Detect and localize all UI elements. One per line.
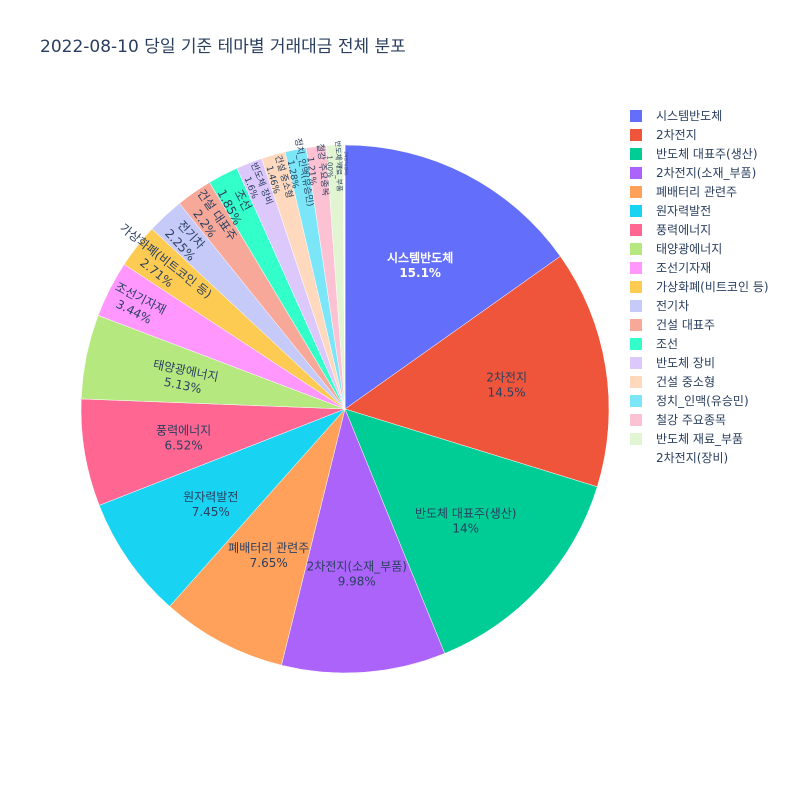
legend-item[interactable]: 건설 대표주 xyxy=(630,315,769,334)
slice-label: 반도체 재료_부품 xyxy=(333,141,344,193)
slice-percent: 6.52% xyxy=(165,439,203,453)
legend-item[interactable]: 2차전지(소재_부품) xyxy=(630,163,769,182)
legend-item[interactable]: 원자력발전 xyxy=(630,201,769,220)
legend-item[interactable]: 태양광에너지 xyxy=(630,239,769,258)
legend-swatch xyxy=(630,337,642,350)
legend-item[interactable]: 반도체 재료_부품 xyxy=(630,429,769,448)
legend-item[interactable]: 조선기자재 xyxy=(630,258,769,277)
legend-label: 원자력발전 xyxy=(656,204,712,218)
legend-swatch xyxy=(630,242,642,255)
legend-swatch xyxy=(630,166,642,179)
pie-slice[interactable] xyxy=(342,144,346,410)
pie-slice[interactable] xyxy=(344,144,561,410)
legend-swatch xyxy=(630,413,642,426)
legend-label: 풍력에너지 xyxy=(656,223,712,237)
slice-percent: 7.65% xyxy=(250,556,288,570)
legend-label: 조선기자재 xyxy=(656,261,712,275)
legend-item[interactable]: 반도체 장비 xyxy=(630,353,769,372)
slice-percent: 14% xyxy=(452,522,479,536)
legend-label: 반도체 장비 xyxy=(656,356,716,370)
legend-item[interactable]: 2차전지(장비) xyxy=(630,448,769,467)
pie-slice[interactable] xyxy=(344,408,598,654)
pie-slice[interactable] xyxy=(169,408,346,666)
legend-label: 가상화폐(비트코인 등) xyxy=(656,280,769,294)
slice-percent: 7.45% xyxy=(192,505,230,519)
legend-swatch xyxy=(630,394,642,407)
legend-label: 폐배터리 관련주 xyxy=(656,185,738,199)
legend-label: 2차전지(소재_부품) xyxy=(656,166,757,180)
pie-slice[interactable] xyxy=(98,408,346,607)
legend-item[interactable]: 정치_인맥(유승민) xyxy=(630,391,769,410)
slice-label: 반도체 대표주(생산) xyxy=(415,507,516,521)
slice-label: 2차전지 xyxy=(486,370,527,384)
legend-swatch xyxy=(630,432,642,445)
legend-item[interactable]: 폐배터리 관련주 xyxy=(630,182,769,201)
legend-item[interactable]: 가상화폐(비트코인 등) xyxy=(630,277,769,296)
legend-swatch xyxy=(630,375,642,388)
legend-label: 2차전지 xyxy=(656,128,697,142)
legend-label: 전기차 xyxy=(656,299,690,313)
legend-item[interactable]: 반도체 대표주(생산) xyxy=(630,144,769,163)
legend-label: 반도체 대표주(생산) xyxy=(656,147,758,161)
slice-label: 2차전지(장비) xyxy=(344,151,350,176)
legend-item[interactable]: 전기차 xyxy=(630,296,769,315)
chart-title: 2022-08-10 당일 기준 테마별 거래대금 전체 분포 xyxy=(40,37,406,57)
legend-item[interactable]: 철강 주요종목 xyxy=(630,410,769,429)
slice-percent: 9.98% xyxy=(338,574,376,588)
slice-percent: 15.1% xyxy=(399,266,441,280)
pie-slice[interactable] xyxy=(80,398,346,506)
pie-slice[interactable] xyxy=(281,408,446,674)
legend-swatch xyxy=(630,280,642,293)
legend-item[interactable]: 조선 xyxy=(630,334,769,353)
legend-item[interactable]: 2차전지 xyxy=(630,125,769,144)
slice-label: 원자력발전 xyxy=(183,490,238,504)
legend-label: 2차전지(장비) xyxy=(656,451,729,465)
slice-label: 풍력에너지 xyxy=(156,424,211,438)
slice-label: 폐배터리 관련주 xyxy=(228,541,309,555)
legend-label: 건설 중소형 xyxy=(656,375,716,389)
slice-percent: 1.21% xyxy=(304,156,317,186)
slice-percent: 0.13% xyxy=(339,157,344,170)
legend-swatch xyxy=(630,185,642,198)
legend-swatch xyxy=(630,204,642,217)
slice-percent: 14.5% xyxy=(488,385,526,399)
legend-label: 철강 주요종목 xyxy=(656,413,727,427)
legend-label: 정치_인맥(유승민) xyxy=(656,394,749,408)
slice-label: 2차전지(소재_부품) xyxy=(307,559,407,573)
slice-label: 시스템반도체 xyxy=(387,250,453,265)
legend-swatch xyxy=(630,147,642,160)
legend-swatch xyxy=(630,299,642,312)
legend-swatch xyxy=(630,223,642,236)
legend-label: 반도체 재료_부품 xyxy=(656,432,744,446)
legend-item[interactable]: 풍력에너지 xyxy=(630,220,769,239)
legend-item[interactable]: 건설 중소형 xyxy=(630,372,769,391)
legend-swatch xyxy=(630,128,642,141)
legend-label: 조선 xyxy=(656,337,679,351)
legend-item[interactable]: 시스템반도체 xyxy=(630,106,769,125)
legend-swatch xyxy=(630,261,642,274)
legend-swatch xyxy=(630,109,642,122)
legend-label: 건설 대표주 xyxy=(656,318,716,332)
legend-swatch xyxy=(630,318,642,331)
slice-percent: 1.00% xyxy=(325,155,334,178)
legend-label: 시스템반도체 xyxy=(656,109,723,123)
legend-swatch xyxy=(630,451,642,464)
legend-label: 태양광에너지 xyxy=(656,242,723,256)
legend-swatch xyxy=(630,356,642,369)
